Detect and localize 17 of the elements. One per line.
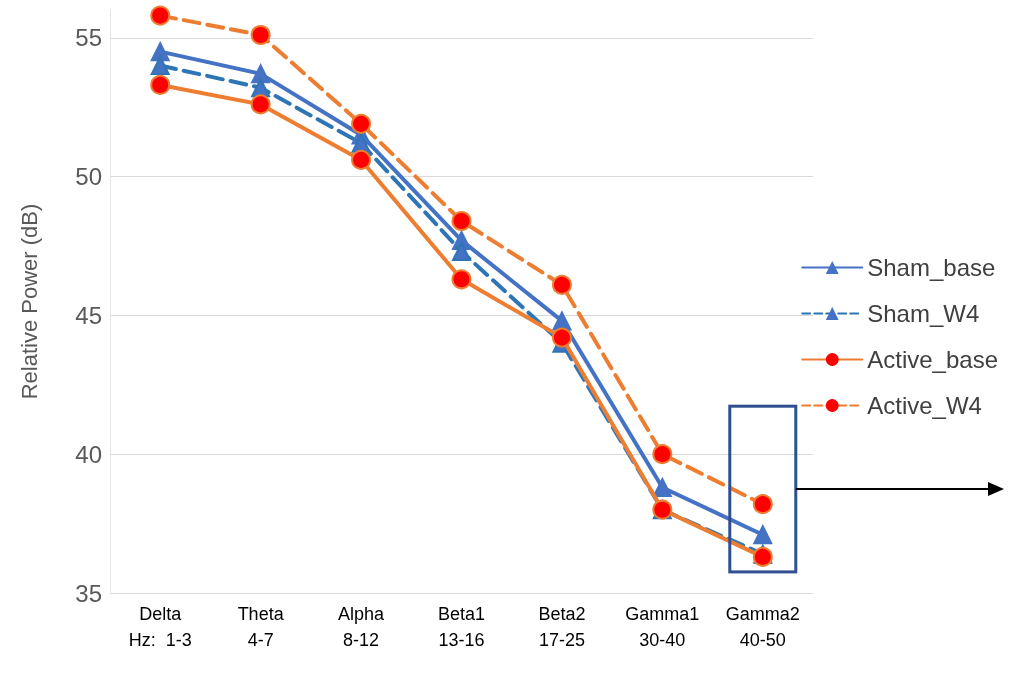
y-tick-label: 50 bbox=[75, 163, 102, 191]
x-tick-label: Theta 4-7 bbox=[237, 604, 285, 650]
x-tick-label: Gamma2 40-50 bbox=[725, 604, 800, 650]
y-tick-label: 45 bbox=[75, 301, 102, 329]
legend-label: Sham_base bbox=[867, 254, 996, 281]
x-tick-label: Beta2 17-25 bbox=[538, 604, 586, 650]
x-tick-label: Gamma1 30-40 bbox=[625, 604, 700, 650]
legend-label: Sham_W4 bbox=[867, 300, 980, 327]
x-tick-label: Beta1 13-16 bbox=[437, 604, 486, 650]
y-tick-label: 40 bbox=[75, 440, 102, 468]
y-axis-title: Relative Power (dB) bbox=[16, 203, 42, 400]
legend-label: Active_W4 bbox=[867, 392, 982, 419]
x-tick-label: Delta Hz: 1-3 bbox=[128, 604, 192, 650]
legend-label: Active_base bbox=[867, 346, 998, 373]
y-tick-label: 35 bbox=[75, 579, 102, 607]
x-tick-label: Alpha 8-12 bbox=[338, 604, 386, 650]
y-tick-label: 55 bbox=[75, 24, 102, 52]
